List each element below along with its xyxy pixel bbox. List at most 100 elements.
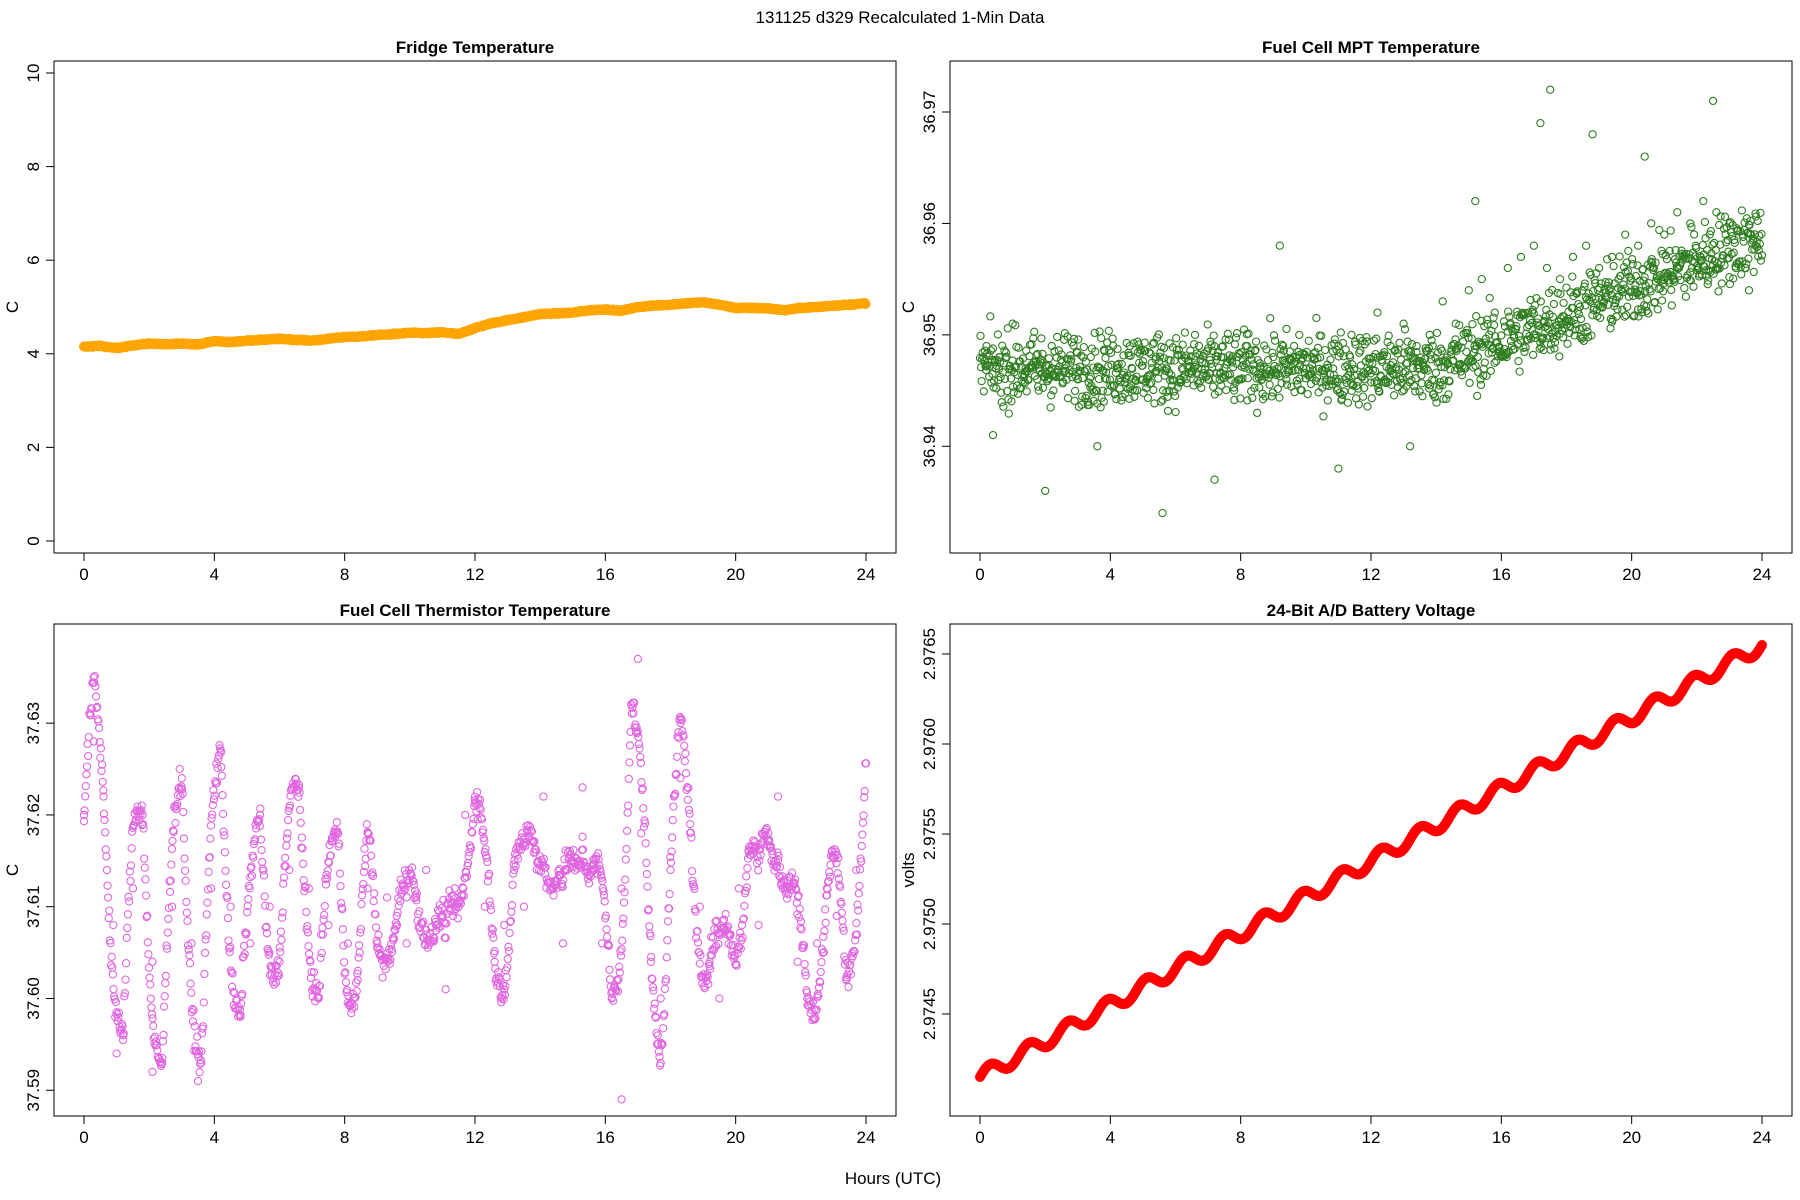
data-point [1621,311,1631,320]
data-point [1155,352,1165,361]
data-point [1568,252,1578,262]
data-point [622,826,632,836]
data-point [653,1031,662,1040]
data-point [1043,375,1053,384]
data-point [1444,390,1453,399]
data-point [1097,333,1106,343]
data-point [1086,352,1095,362]
data-point [656,994,665,1003]
data-point [500,920,509,930]
data-point [369,897,378,906]
data-point [1514,332,1524,341]
data-point [81,792,90,801]
data-point [280,853,290,862]
data-point [1203,320,1212,329]
data-point [1689,230,1699,239]
data-point [149,1021,158,1031]
data-point [1126,351,1135,361]
data-point [301,907,311,917]
data-point [101,845,110,854]
data-point [1167,381,1176,390]
y-axis-label: C [3,301,22,313]
data-point [1282,324,1291,334]
data-point [96,753,105,763]
data-point [976,331,985,341]
data-point [1222,385,1231,395]
outlier-point [112,1049,121,1058]
data-point [519,902,529,911]
data-point [1282,375,1291,384]
data-point [317,948,326,958]
data-point [1024,375,1033,384]
data-point [82,770,91,779]
y-tick-label: 2.9755 [920,808,939,860]
data-point [507,901,517,910]
data-point [332,818,341,827]
data-point [1563,339,1572,348]
data-point [1092,386,1101,396]
data-point [441,985,450,994]
data-point [1014,343,1023,352]
x-tick-label: 16 [1492,1128,1511,1147]
data-point [1088,385,1097,394]
data-point [1044,354,1054,363]
data-point [1081,357,1091,366]
data-point [1476,380,1486,390]
data-point [1529,350,1538,360]
data-point [1515,367,1524,376]
data-point [1405,442,1415,451]
data-point [668,833,677,842]
data-point [1047,391,1056,400]
data-point [1660,230,1669,239]
data-point [1514,357,1523,366]
data-point [816,967,825,977]
data-point [362,820,372,829]
data-point [247,871,257,880]
data-point [1106,381,1115,390]
data-point [1330,335,1340,344]
data-point [1490,308,1499,317]
y-tick-label: 10 [24,64,43,83]
data-point [1117,396,1126,405]
data-point [1029,334,1038,343]
data-point [642,869,652,879]
data-point [1025,352,1034,361]
data-point [1640,152,1649,161]
data-point [660,984,670,994]
data-point [1010,363,1019,372]
data-point [820,905,830,914]
y-axis-label: C [899,301,918,313]
data-point [1667,301,1676,310]
data-point [619,914,628,923]
data-point [1462,347,1471,356]
data-point [602,932,612,941]
data-point [1086,372,1096,381]
data-point [1147,378,1156,387]
data-point [1074,335,1083,344]
data-point [367,851,376,860]
data-point [167,844,177,854]
y-tick-label: 37.61 [24,885,43,928]
data-point [639,804,648,813]
data-point [996,372,1005,382]
data-point [1468,320,1477,329]
data-point [1140,338,1149,347]
data-point [1621,230,1630,239]
data-point [1160,343,1169,353]
data-point [502,973,511,982]
data-point [1084,378,1093,387]
data-point [1395,338,1404,348]
data-point [1125,394,1134,403]
data-point [363,884,372,893]
data-point [1555,352,1564,361]
data-point [986,312,995,321]
data-point [997,388,1006,397]
data-point [621,875,630,884]
data-point [1753,216,1762,226]
data-point [1144,348,1154,357]
data-point [91,692,101,701]
data-point [1739,237,1748,246]
data-point [354,953,363,962]
data-point [995,357,1005,367]
x-tick-label: 0 [79,565,88,584]
